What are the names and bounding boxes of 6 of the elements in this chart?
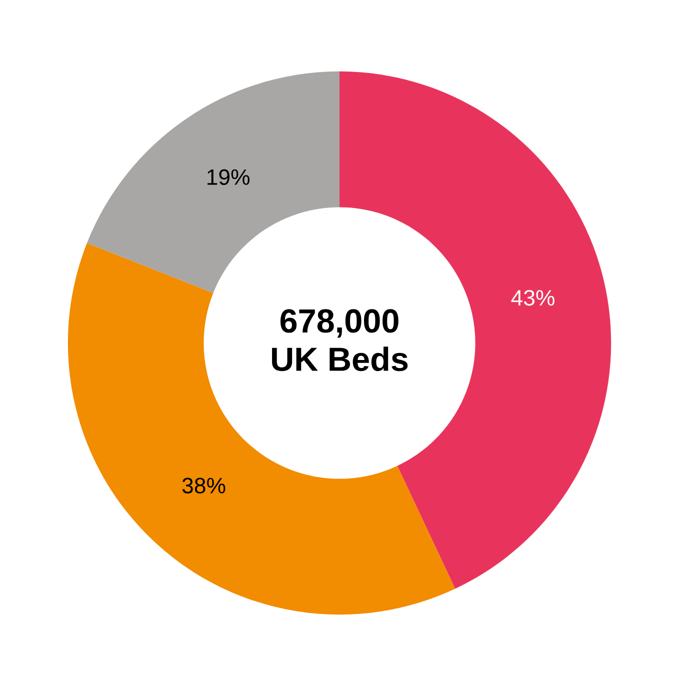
data-label: 19% (208, 169, 250, 185)
text: 678,000 UK Beds (272, 309, 408, 372)
donut-slice (86, 71, 340, 294)
data-label: 38% (182, 478, 226, 494)
donut-slice (68, 243, 456, 615)
data-label: 43% (511, 290, 554, 306)
